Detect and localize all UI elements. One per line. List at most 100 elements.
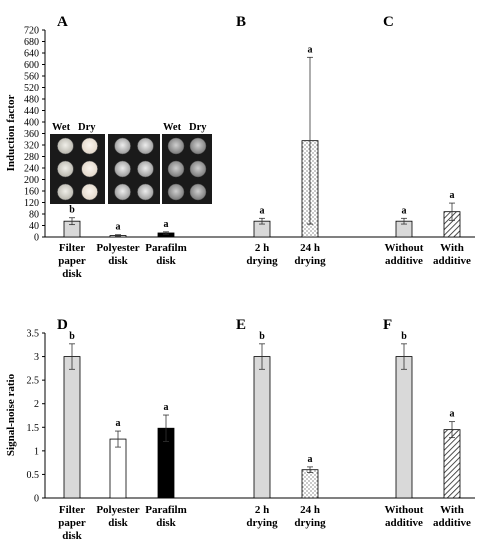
y-tick-label: 0 [34,233,39,244]
y-tick-label: 3.5 [27,329,40,340]
sample-disk [57,160,74,178]
significance-letter: a [308,454,313,465]
category-label: Parafilm disk [145,504,187,529]
top-bars: b a a a a a a [63,44,461,238]
y-tick-label: 680 [24,37,39,48]
y-tick-label: 240 [24,164,39,175]
bottom-chart: Signal-noise ratio 00.511.522.533.5 baab… [5,317,475,542]
y-tick-label: 1 [34,446,39,457]
sample-disk [81,183,98,201]
panel-label: C [383,14,394,30]
sample-disk [57,137,74,155]
bottom-y-axis-label: Signal-noise ratio [5,373,17,456]
significance-letter: b [401,331,407,342]
sample-disk [81,137,98,155]
y-tick-label: 560 [24,72,39,83]
category-label: Polyester disk [96,504,139,529]
bottom-panel-labels: D E F [57,317,392,333]
sample-disk [81,160,98,178]
sample-disk [114,137,131,155]
y-tick-label: 360 [24,129,39,140]
category-label: 2 h drying [246,242,278,267]
y-tick-label: 40 [29,221,39,232]
significance-letter: a [164,402,169,413]
sample-disk [114,183,131,201]
panel-label: A [57,14,68,30]
category-label: With additive [433,242,471,267]
photo-label-dry-1: Dry [78,122,96,133]
significance-letter: b [259,331,265,342]
category-label: Filter paper disk [58,242,86,280]
y-tick-label: 520 [24,83,39,94]
panel-label: E [236,317,246,333]
top-y-ticks: 0408012016020024028032036040044048052056… [24,26,45,244]
panel-label: D [57,317,68,333]
significance-letter: a [116,418,121,429]
y-tick-label: 480 [24,95,39,106]
significance-letter: a [450,190,455,201]
y-tick-label: 2 [34,399,39,410]
y-tick-label: 600 [24,60,39,71]
y-tick-label: 160 [24,187,39,198]
significance-letter: a [450,409,455,420]
sample-disk [137,160,154,178]
significance-letter: a [308,44,313,55]
top-y-axis-label: Induction factor [5,95,17,172]
category-label: Filter paper disk [58,504,86,542]
category-label: 24 h drying [294,242,326,267]
bar [443,429,461,499]
y-tick-label: 2.5 [27,376,40,387]
photo-label-dry-3: Dry [189,122,207,133]
photo-label-wet-1: Wet [52,122,71,133]
y-tick-label: 1.5 [27,423,40,434]
panel-label: F [383,317,392,333]
sample-disk [167,183,185,201]
sample-disk [167,137,185,155]
y-tick-label: 440 [24,106,39,117]
top-panel-labels: A B C [57,14,394,30]
sample-disk [137,183,154,201]
significance-letter: a [116,222,121,233]
sample-disk [189,160,207,178]
sample-disk [57,183,74,201]
y-tick-label: 120 [24,198,39,209]
y-tick-label: 720 [24,26,39,37]
significance-letter: a [164,219,169,230]
bar [63,356,81,499]
significance-letter: a [260,205,265,216]
category-label: 2 h drying [246,504,278,529]
sample-disk [189,183,207,201]
bar [253,356,271,499]
category-label: Polyester disk [96,242,139,267]
y-tick-label: 0.5 [27,470,40,481]
bar [301,469,319,499]
photo-label-wet-3: Wet [163,122,182,133]
bottom-y-ticks: 0 0.5 1 1.5 2 2.5 3 3.5 [27,329,45,505]
category-label: Parafilm disk [145,242,187,267]
category-label: With additive [433,504,471,529]
top-chart: Induction factor 04080120160200240280320… [5,14,475,280]
category-label: 24 h drying [294,504,326,529]
sample-disk [167,160,185,178]
sample-disk [137,137,154,155]
bar [109,438,127,499]
significance-letter: b [69,331,75,342]
y-tick-label: 200 [24,175,39,186]
y-tick-label: 0 [34,494,39,505]
significance-letter: a [402,205,407,216]
y-tick-label: 640 [24,49,39,60]
y-tick-label: 3 [34,352,39,363]
sample-disk [189,137,207,155]
category-label: Without additive [385,504,424,529]
y-tick-label: 80 [29,210,39,221]
bar [395,356,413,499]
significance-letter: b [69,205,75,216]
inset-photos: Wet Dry Wet Dry [50,122,212,204]
y-tick-label: 320 [24,141,39,152]
category-label: Without additive [385,242,424,267]
bottom-bars: b a a b a b a [63,331,461,499]
panel-label: B [236,14,246,30]
